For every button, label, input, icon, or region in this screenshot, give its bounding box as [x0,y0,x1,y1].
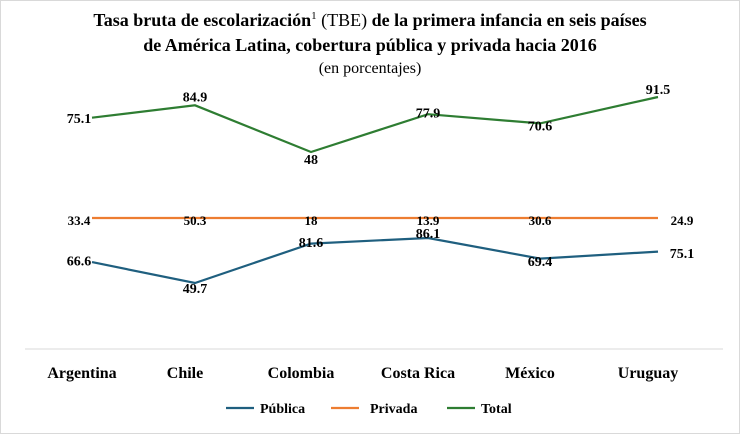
data-label-pblica: 75.1 [670,247,695,262]
x-tick-label: Argentina [47,365,116,382]
x-tick-label: Costa Rica [381,365,455,382]
data-label-total: 70.6 [528,120,553,135]
data-label-privada: 18 [305,213,319,228]
data-label-pblica: 66.6 [67,254,92,269]
data-label-pblica: 81.6 [299,236,324,251]
data-label-total: 91.5 [646,83,671,98]
series-line-pblica [91,236,659,285]
data-label-total: 48 [304,153,318,168]
x-tick-label: México [505,365,555,382]
data-label-privada: 13.9 [417,213,440,228]
legend-label-total: Total [481,402,512,417]
data-label-total: 75.1 [67,112,92,127]
data-label-privada: 33.4 [68,213,91,228]
x-tick-label: Colombia [268,365,335,382]
data-label-privada: 30.6 [529,213,552,228]
data-label-privada: 50.3 [184,213,207,228]
series-line-total [91,95,659,154]
x-tick-label: Uruguay [618,365,678,382]
legend-label-pblica: Pública [260,402,305,417]
data-label-total: 84.9 [183,91,208,106]
x-tick-label: Chile [167,365,203,382]
data-label-pblica: 69.4 [528,255,553,270]
chart-subtitle: (en porcentajes) [318,60,422,77]
data-label-privada: 24.9 [671,213,694,228]
chart-title-line-2: de América Latina, cobertura pública y p… [143,35,597,55]
data-label-pblica: 86.1 [416,227,441,242]
data-label-total: 77.9 [416,106,441,121]
legend-label-privada: Privada [370,402,417,417]
chart-title-line-1: Tasa bruta de escolarización1 (TBE) de l… [93,10,647,30]
data-label-pblica: 49.7 [183,282,208,297]
